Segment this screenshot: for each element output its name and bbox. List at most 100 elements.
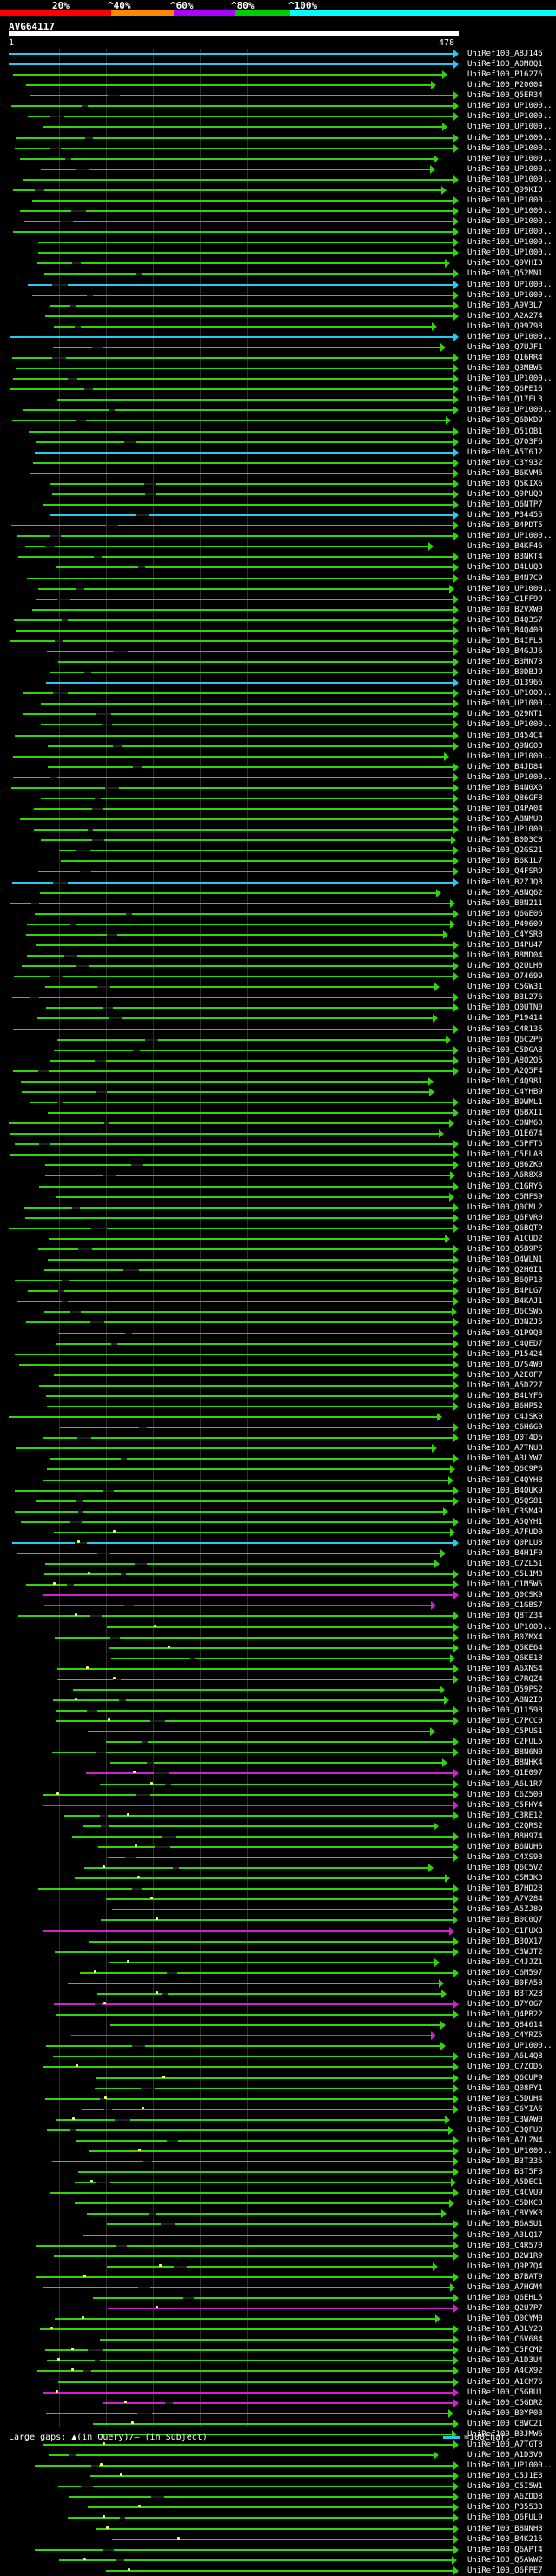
hit-label[interactable]: UniRef100_B6QP13 bbox=[467, 1276, 543, 1286]
hit-row[interactable]: UniRef100_UP1000.. bbox=[0, 772, 556, 783]
hit-label[interactable]: UniRef100_Q84614 bbox=[467, 2021, 543, 2030]
hit-row[interactable]: UniRef100_Q6DKD9 bbox=[0, 415, 556, 426]
hit-label[interactable]: UniRef100_Q2ULH0 bbox=[467, 962, 543, 971]
hit-row[interactable]: UniRef100_Q6CUP9 bbox=[0, 2073, 556, 2083]
hit-label[interactable]: UniRef100_A5ZJ89 bbox=[467, 1905, 543, 1915]
hit-label[interactable]: UniRef100_Q13966 bbox=[467, 679, 543, 688]
hit-label[interactable]: UniRef100_Q6APT4 bbox=[467, 2545, 543, 2554]
hit-label[interactable]: UniRef100_C6V684 bbox=[467, 2335, 543, 2345]
hit-label[interactable]: UniRef100_UP1000.. bbox=[467, 143, 553, 153]
hit-label[interactable]: UniRef100_Q8TZ34 bbox=[467, 1612, 543, 1621]
hit-row[interactable]: UniRef100_Q13966 bbox=[0, 678, 556, 688]
hit-row[interactable]: UniRef100_UP1000.. bbox=[0, 122, 556, 132]
hit-row[interactable]: UniRef100_Q99KI0 bbox=[0, 185, 556, 195]
hit-row[interactable]: UniRef100_C4Q981 bbox=[0, 1076, 556, 1087]
hit-label[interactable]: UniRef100_UP1000.. bbox=[467, 280, 553, 289]
hit-label[interactable]: UniRef100_Q17EL3 bbox=[467, 395, 543, 405]
hit-row[interactable]: UniRef100_C5DUH4 bbox=[0, 2094, 556, 2104]
hit-label[interactable]: UniRef100_UP1000.. bbox=[467, 689, 553, 699]
hit-label[interactable]: UniRef100_A2A274 bbox=[467, 311, 543, 321]
hit-row[interactable]: UniRef100_B3T5F3 bbox=[0, 2167, 556, 2177]
hit-label[interactable]: UniRef100_B4GJJ6 bbox=[467, 646, 543, 656]
hit-row[interactable]: UniRef100_UP1000.. bbox=[0, 374, 556, 384]
hit-row[interactable]: UniRef100_C4CVU9 bbox=[0, 2188, 556, 2198]
hit-label[interactable]: UniRef100_Q9NG03 bbox=[467, 741, 543, 751]
hit-row[interactable]: UniRef100_B6QP13 bbox=[0, 1275, 556, 1286]
hit-row[interactable]: UniRef100_B8MD04 bbox=[0, 950, 556, 961]
hit-row[interactable]: UniRef100_Q9VHI3 bbox=[0, 258, 556, 268]
hit-row[interactable]: UniRef100_UP1000.. bbox=[0, 824, 556, 835]
hit-label[interactable]: UniRef100_Q0T4D6 bbox=[467, 1434, 543, 1443]
hit-label[interactable]: UniRef100_Q29NT1 bbox=[467, 710, 543, 719]
hit-row[interactable]: UniRef100_B0D3C8 bbox=[0, 835, 556, 845]
hit-label[interactable]: UniRef100_B4KF46 bbox=[467, 542, 543, 552]
hit-label[interactable]: UniRef100_A7V284 bbox=[467, 1895, 543, 1904]
hit-row[interactable]: UniRef100_A7V284 bbox=[0, 1894, 556, 1904]
hit-label[interactable]: UniRef100_C4YSR8 bbox=[467, 930, 543, 939]
hit-label[interactable]: UniRef100_Q5B9P5 bbox=[467, 1244, 543, 1254]
hit-row[interactable]: UniRef100_B7Y0G7 bbox=[0, 1999, 556, 2010]
hit-row[interactable]: UniRef100_C5GRU1 bbox=[0, 2387, 556, 2398]
hit-row[interactable]: UniRef100_A6L4Q8 bbox=[0, 2051, 556, 2062]
hit-label[interactable]: UniRef100_C3Y932 bbox=[467, 458, 543, 467]
hit-label[interactable]: UniRef100_B3T5F3 bbox=[467, 2168, 543, 2177]
hit-row[interactable]: UniRef100_Q2H0I1 bbox=[0, 1265, 556, 1275]
hit-label[interactable]: UniRef100_UP1000.. bbox=[467, 164, 553, 174]
hit-row[interactable]: UniRef100_B0DBJ9 bbox=[0, 667, 556, 678]
hit-label[interactable]: UniRef100_B8N6N0 bbox=[467, 1748, 543, 1758]
hit-row[interactable]: UniRef100_B6K1L7 bbox=[0, 856, 556, 866]
hit-label[interactable]: UniRef100_A7HGM4 bbox=[467, 2282, 543, 2292]
hit-label[interactable]: UniRef100_Q0CML2 bbox=[467, 1202, 543, 1212]
hit-row[interactable]: UniRef100_B8H974 bbox=[0, 1831, 556, 1842]
hit-label[interactable]: UniRef100_C1FF99 bbox=[467, 594, 543, 604]
hit-label[interactable]: UniRef100_B0YP03 bbox=[467, 2408, 543, 2418]
hit-label[interactable]: UniRef100_Q6FUL9 bbox=[467, 2513, 543, 2523]
hit-row[interactable]: UniRef100_UP1000.. bbox=[0, 332, 556, 342]
hit-label[interactable]: UniRef100_B8MD04 bbox=[467, 951, 543, 961]
hit-row[interactable]: UniRef100_Q9NG03 bbox=[0, 741, 556, 752]
hit-label[interactable]: UniRef100_C3WJT2 bbox=[467, 1947, 543, 1957]
hit-label[interactable]: UniRef100_B2W1R9 bbox=[467, 2251, 543, 2261]
hit-label[interactable]: UniRef100_Q86GF8 bbox=[467, 793, 543, 803]
hit-row[interactable]: UniRef100_B3JMW6 bbox=[0, 2429, 556, 2440]
hit-row[interactable]: UniRef100_UP1000.. bbox=[0, 584, 556, 594]
hit-label[interactable]: UniRef100_B3JMW6 bbox=[467, 2429, 543, 2439]
hit-row[interactable]: UniRef100_Q0CSK9 bbox=[0, 1590, 556, 1600]
hit-label[interactable]: UniRef100_Q6C5V2 bbox=[467, 1864, 543, 1873]
hit-row[interactable]: UniRef100_B4Q400 bbox=[0, 626, 556, 636]
hit-row[interactable]: UniRef100_A7LZN4 bbox=[0, 2136, 556, 2146]
hit-label[interactable]: UniRef100_A7FUD0 bbox=[467, 1527, 543, 1537]
hit-label[interactable]: UniRef100_C4R135 bbox=[467, 1024, 543, 1034]
hit-label[interactable]: UniRef100_P20004 bbox=[467, 81, 543, 90]
hit-row[interactable]: UniRef100_UP1000.. bbox=[0, 195, 556, 206]
hit-label[interactable]: UniRef100_C4XS93 bbox=[467, 1853, 543, 1863]
hit-row[interactable]: UniRef100_B7HD28 bbox=[0, 1884, 556, 1894]
hit-row[interactable]: UniRef100_B3T335 bbox=[0, 2156, 556, 2167]
hit-row[interactable]: UniRef100_UP1000.. bbox=[0, 101, 556, 111]
hit-label[interactable]: UniRef100_C4Q981 bbox=[467, 1076, 543, 1086]
hit-row[interactable]: UniRef100_Q0T4D6 bbox=[0, 1433, 556, 1443]
hit-label[interactable]: UniRef100_UP1000.. bbox=[467, 406, 553, 415]
hit-label[interactable]: UniRef100_C4QED7 bbox=[467, 1339, 543, 1348]
hit-label[interactable]: UniRef100_UP1000.. bbox=[467, 584, 553, 593]
hit-label[interactable]: UniRef100_UP1000.. bbox=[467, 175, 553, 184]
hit-label[interactable]: UniRef100_C3RE12 bbox=[467, 1811, 543, 1820]
hit-label[interactable]: UniRef100_Q08PY1 bbox=[467, 2083, 543, 2093]
hit-row[interactable]: UniRef100_UP1000.. bbox=[0, 405, 556, 415]
hit-row[interactable]: UniRef100_A5QYH1 bbox=[0, 1517, 556, 1527]
hit-row[interactable]: UniRef100_B8N211 bbox=[0, 898, 556, 909]
hit-row[interactable]: UniRef100_A0M8Q1 bbox=[0, 59, 556, 70]
hit-row[interactable]: UniRef100_C3WJT2 bbox=[0, 1947, 556, 1957]
hit-row[interactable]: UniRef100_B4K215 bbox=[0, 2534, 556, 2545]
hit-label[interactable]: UniRef100_UP1000.. bbox=[467, 374, 553, 384]
hit-label[interactable]: UniRef100_UP1000.. bbox=[467, 825, 553, 835]
hit-label[interactable]: UniRef100_B4IFL8 bbox=[467, 636, 543, 646]
hit-row[interactable]: UniRef100_C5DKC8 bbox=[0, 2198, 556, 2208]
hit-row[interactable]: UniRef100_Q703F6 bbox=[0, 437, 556, 447]
hit-label[interactable]: UniRef100_A3LYW7 bbox=[467, 1454, 543, 1464]
hit-label[interactable]: UniRef100_B3NZJ5 bbox=[467, 1318, 543, 1328]
hit-label[interactable]: UniRef100_Q6FVR0 bbox=[467, 1213, 543, 1222]
hit-label[interactable]: UniRef100_A6L1R7 bbox=[467, 1779, 543, 1789]
hit-label[interactable]: UniRef100_B0DBJ9 bbox=[467, 668, 543, 678]
hit-label[interactable]: UniRef100_C5GDR2 bbox=[467, 2398, 543, 2407]
